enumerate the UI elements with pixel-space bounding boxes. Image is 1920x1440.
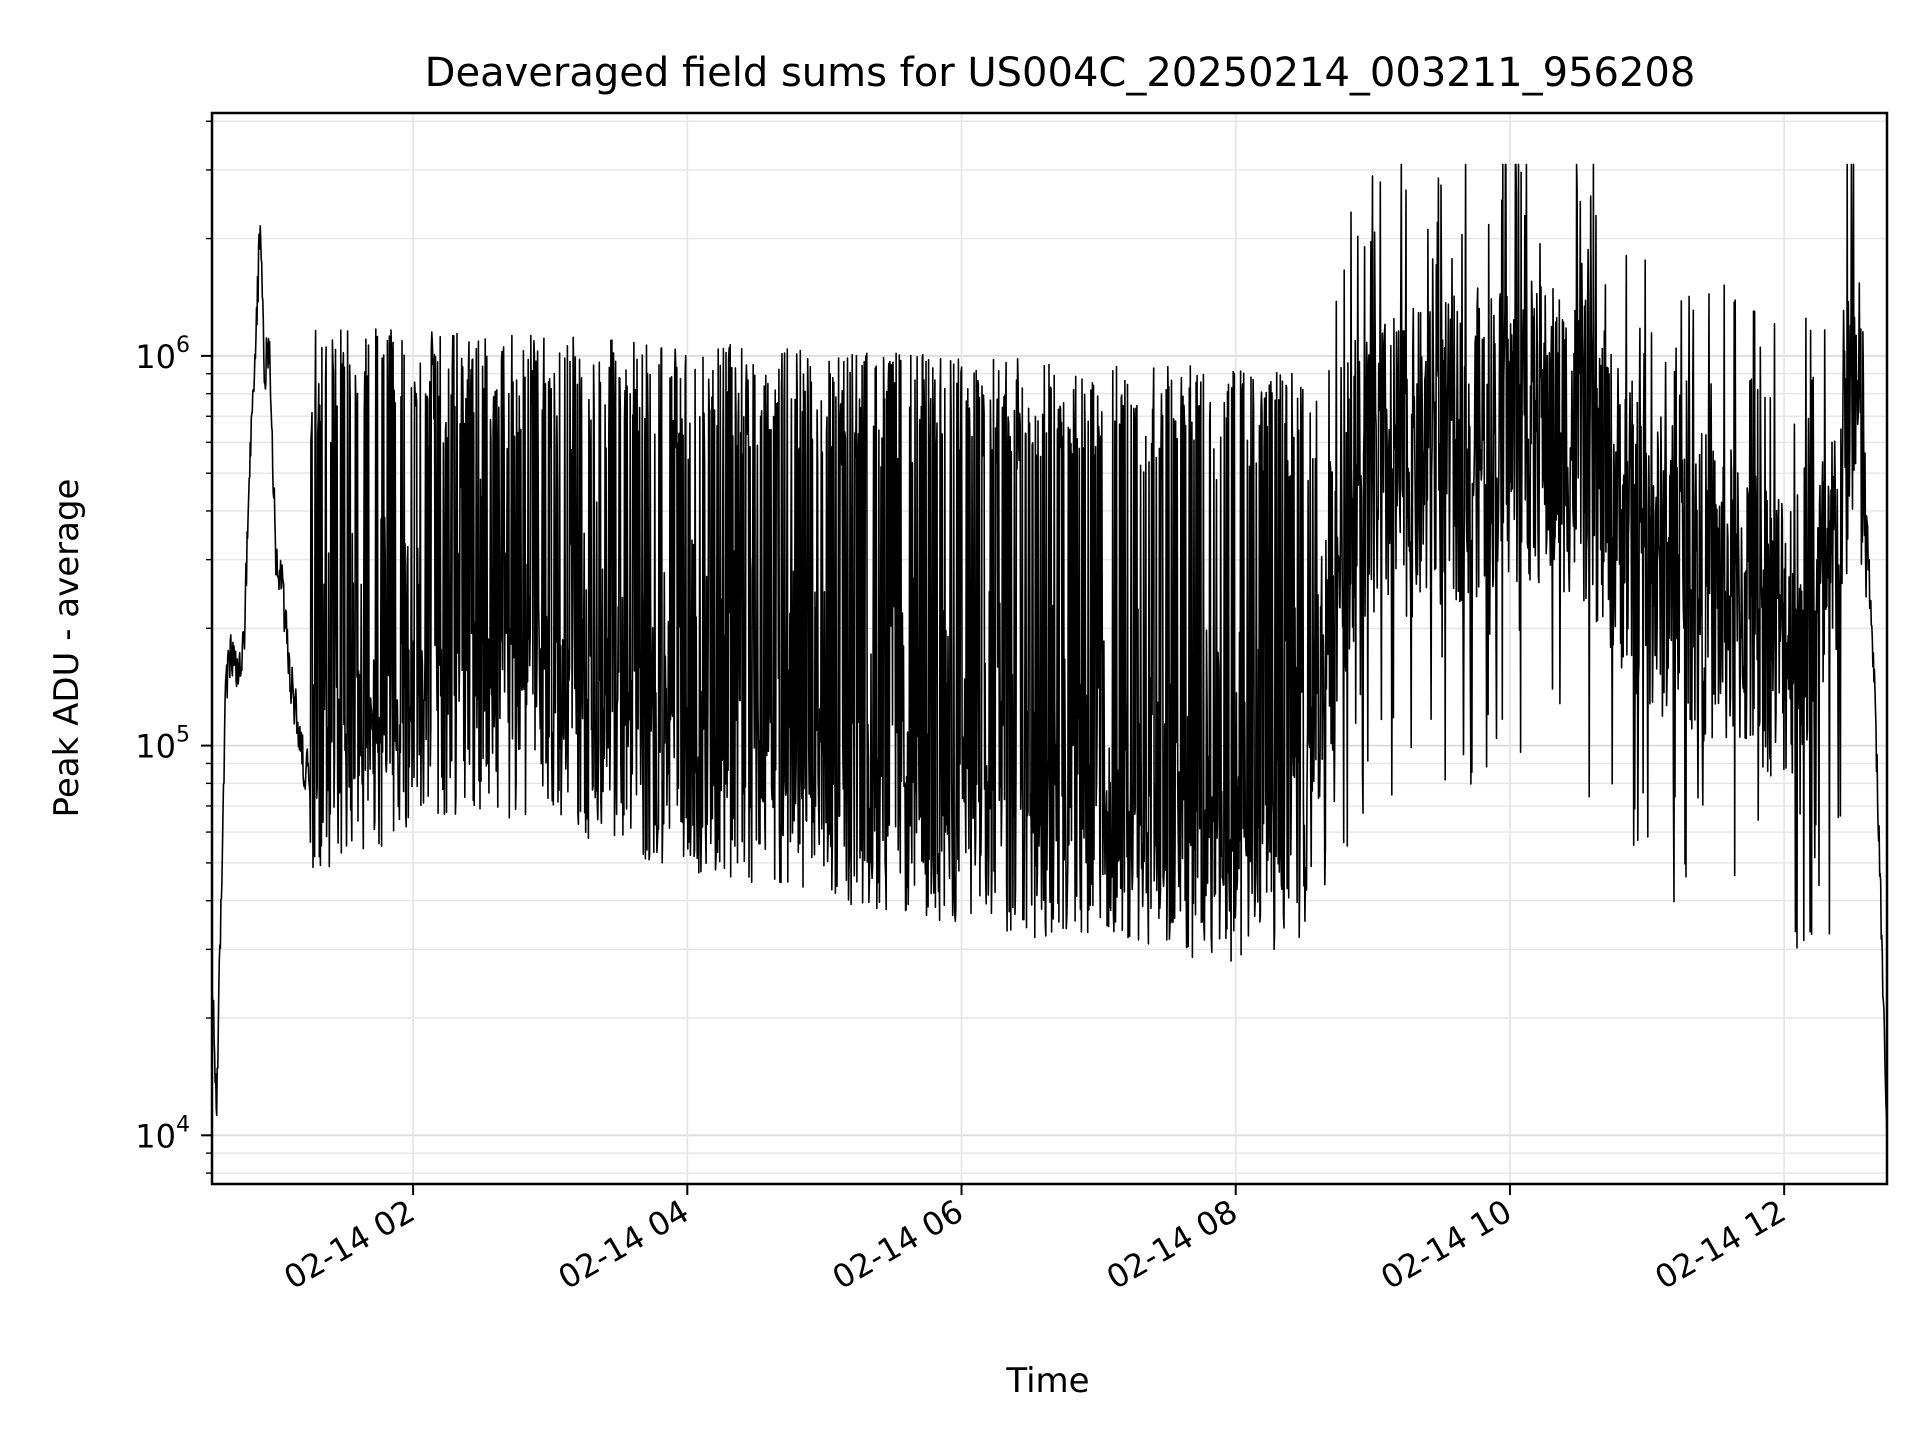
y-tick-label: 106 [135,333,190,376]
x-axis: 02-14 02 02-14 04 02-14 06 02-14 08 02-14 10… [277,1184,1792,1297]
x-tick-label: 02-14 12 [1649,1192,1793,1297]
y-axis-label: Peak ADU - average [47,479,87,818]
x-tick-label: 02-14 08 [1100,1192,1244,1297]
x-tick-label: 02-14 02 [277,1192,421,1297]
x-axis-label: Time [1005,1361,1089,1401]
x-tick-label: 02-14 06 [826,1192,970,1297]
chart-title: Deaveraged field sums for US004C_2025021… [425,50,1696,96]
plot-frame [210,111,1889,1186]
y-tick-label: 105 [135,723,190,766]
x-tick-label: 02-14 04 [552,1192,696,1297]
y-tick-label: 104 [135,1112,190,1155]
x-tick-label: 02-14 10 [1374,1192,1518,1297]
series-line [212,163,1887,1143]
y-axis: 104 105 106 [135,120,212,1174]
